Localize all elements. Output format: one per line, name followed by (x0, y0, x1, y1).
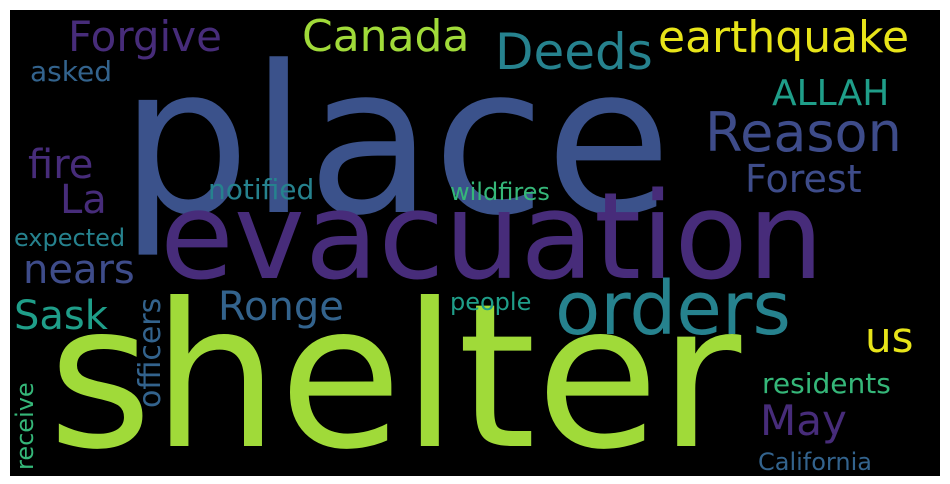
word-forest: Forest (745, 157, 862, 201)
word-reason: Reason (705, 101, 902, 164)
word-fire: fire (28, 142, 94, 188)
word-deeds: Deeds (495, 23, 653, 81)
word-expected: expected (14, 224, 126, 252)
word-la: La (60, 177, 107, 223)
word-earthquake: earthquake (658, 12, 910, 63)
word-wildfires: wildfires (450, 178, 550, 206)
word-allah: ALLAH (772, 73, 890, 114)
word-us: us (865, 313, 914, 362)
word-california: California (758, 448, 872, 476)
word-may: May (760, 396, 847, 445)
word-officers: officers (133, 297, 168, 408)
word-evacuation: evacuation (160, 168, 824, 307)
word-sask: Sask (14, 293, 108, 339)
word-canada: Canada (302, 11, 470, 62)
word-ronge: Ronge (218, 284, 344, 330)
word-orders: orders (555, 266, 791, 352)
word-notified: notified (208, 173, 315, 206)
word-place: place (120, 23, 672, 261)
word-nears: nears (23, 247, 135, 293)
word-asked: asked (30, 55, 112, 88)
word-shelter: shelter (48, 261, 742, 477)
word-residents: residents (762, 367, 891, 400)
word-people: people (450, 288, 532, 316)
word-receive: receive (11, 382, 39, 470)
word-cloud: place shelter evacuation orders Reason D… (10, 10, 940, 476)
word-forgive: Forgive (68, 12, 222, 61)
